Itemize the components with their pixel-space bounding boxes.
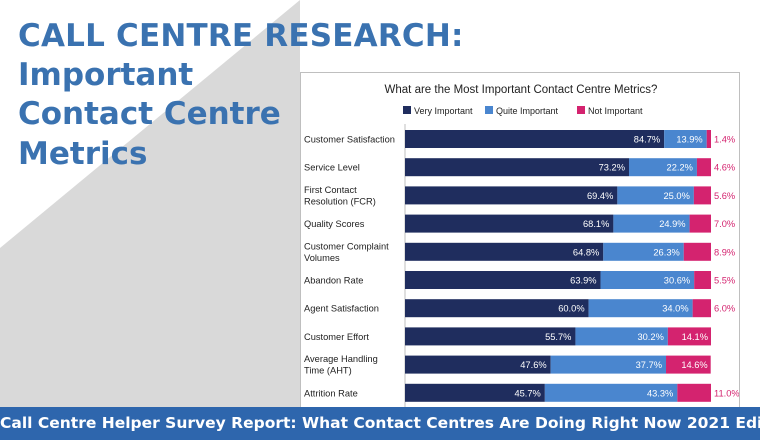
category-label-line: Time (AHT)	[304, 366, 352, 376]
category-label: Average Handling Time (AHT)	[304, 354, 378, 376]
bar-segment	[694, 271, 711, 289]
bar-segment	[613, 214, 690, 233]
data-label-very-important: 68.1%	[583, 219, 609, 229]
data-label-very-important: 47.6%	[520, 360, 546, 370]
headline-line-3: Contact Centre	[18, 96, 281, 133]
data-label-very-important: 55.7%	[545, 332, 571, 342]
chart-title: What are the Most Important Contact Cent…	[385, 84, 658, 96]
data-label-very-important: 64.8%	[573, 247, 599, 257]
category-label: Attrition Rate	[304, 388, 358, 398]
category-label: Agent Satisfaction	[304, 304, 379, 314]
data-label-quite-important: 26.3%	[653, 247, 679, 257]
category-label: Customer Satisfaction	[304, 135, 395, 145]
bar-segment	[689, 214, 711, 233]
bar-segment	[664, 130, 707, 148]
category-label: Service Level	[304, 163, 360, 173]
bar-segment	[575, 327, 668, 346]
legend-swatch	[403, 106, 411, 114]
data-label-not-important: 6.0%	[714, 304, 735, 314]
footer-text: Call Centre Helper Survey Report: What C…	[0, 414, 760, 432]
bar-segment	[405, 158, 629, 177]
data-label-quite-important: 30.2%	[637, 332, 663, 342]
data-label-very-important: 84.7%	[634, 135, 660, 145]
data-label-very-important: 63.9%	[570, 276, 596, 286]
data-label-quite-important: 30.6%	[664, 276, 690, 286]
category-label: Customer Complaint Volumes	[304, 241, 389, 262]
bar-segment	[405, 299, 589, 318]
data-label-not-important: 5.5%	[714, 276, 735, 286]
data-label-very-important: 60.0%	[558, 304, 584, 314]
category-label-line: First Contact	[304, 185, 357, 195]
bar-segment	[405, 383, 545, 402]
category-label: Quality Scores	[304, 219, 365, 229]
legend-item: Not Important	[577, 106, 643, 116]
bar-segment	[544, 383, 678, 402]
bar-segment	[405, 214, 614, 233]
bar-segment	[692, 299, 711, 318]
stacked-bar-chart: What are the Most Important Contact Cent…	[304, 84, 740, 411]
bar-segment	[405, 130, 665, 148]
page-headline: CALL CENTRE RESEARCH: Important Contact …	[18, 18, 464, 173]
data-label-quite-important: 37.7%	[636, 360, 662, 370]
bar-segment	[706, 130, 711, 148]
bar-segment	[600, 271, 695, 289]
chart-panel: What are the Most Important Contact Cent…	[300, 72, 740, 412]
category-label-line: Volumes	[304, 253, 340, 263]
headline-line-2: Important	[18, 57, 194, 94]
legend-swatch	[485, 106, 493, 114]
category-label: Abandon Rate	[304, 276, 363, 286]
data-label-not-important: 8.9%	[714, 247, 735, 257]
bar-segment	[628, 158, 697, 177]
bar-segment	[405, 327, 576, 346]
category-label-line: Average Handling	[304, 354, 378, 364]
footer-banner: Call Centre Helper Survey Report: What C…	[0, 407, 760, 440]
bar-segment	[667, 327, 711, 346]
bar-segment	[683, 242, 711, 261]
bar-segment	[405, 271, 601, 289]
data-label-very-important: 45.7%	[514, 388, 540, 398]
legend-label: Very Important	[414, 106, 473, 116]
category-label-line: Customer Complaint	[304, 241, 389, 251]
bar-segment	[677, 383, 711, 402]
bar-segment	[666, 355, 711, 374]
data-label-not-important: 4.6%	[714, 163, 735, 173]
data-label-not-important: 11.0%	[714, 388, 740, 398]
bar-segment	[693, 186, 711, 205]
bar-segment	[696, 158, 711, 177]
category-label: First Contact Resolution (FCR)	[304, 185, 376, 207]
bar-segment	[405, 186, 618, 205]
category-label-line: Resolution (FCR)	[304, 196, 376, 206]
data-label-quite-important: 24.9%	[659, 219, 685, 229]
data-label-quite-important: 13.9%	[676, 135, 702, 145]
data-label-quite-important: 34.0%	[662, 304, 688, 314]
data-label-quite-important: 43.3%	[647, 388, 673, 398]
data-label-very-important: 69.4%	[587, 191, 613, 201]
data-label-not-important: 1.4%	[714, 135, 735, 145]
data-label-quite-important: 25.0%	[663, 191, 689, 201]
bar-segment	[550, 355, 667, 374]
legend-item: Quite Important	[485, 106, 559, 116]
bar-segment	[405, 242, 604, 261]
data-label-not-important: 7.0%	[714, 219, 735, 229]
bar-segment	[405, 355, 551, 374]
data-label-very-important: 73.2%	[599, 163, 625, 173]
legend-label: Not Important	[588, 106, 643, 116]
background-gray-triangle	[0, 0, 300, 440]
data-label-not-important: 14.1%	[682, 332, 708, 342]
data-label-not-important: 5.6%	[714, 191, 735, 201]
headline-line-1: CALL CENTRE RESEARCH:	[18, 18, 464, 54]
data-label-not-important: 14.6%	[681, 360, 707, 370]
legend-swatch	[577, 106, 585, 114]
legend-label: Quite Important	[496, 106, 559, 116]
legend-item: Very Important	[403, 106, 473, 116]
data-label-quite-important: 22.2%	[667, 163, 693, 173]
bar-segment	[603, 242, 684, 261]
category-label: Customer Effort	[304, 332, 369, 342]
bar-segment	[588, 299, 693, 318]
bar-segment	[617, 186, 694, 205]
headline-line-4: Metrics	[18, 135, 148, 172]
